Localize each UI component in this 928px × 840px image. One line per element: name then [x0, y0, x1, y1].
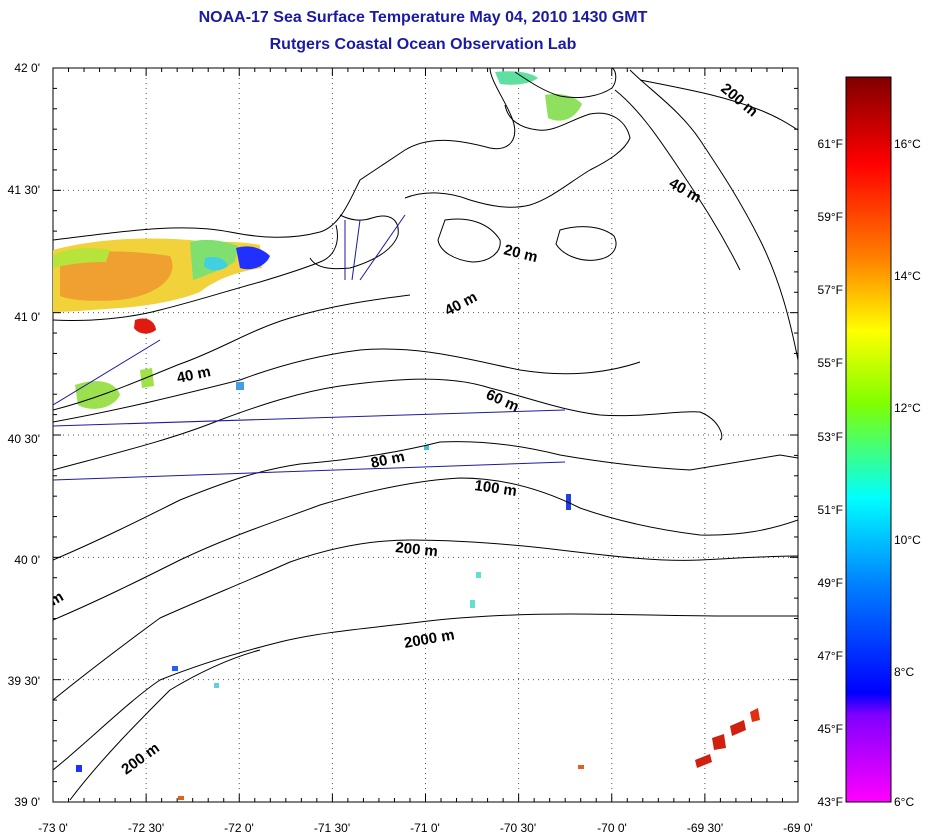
- lon-label-71: -71 0': [410, 821, 440, 835]
- sst-patch-green: [53, 247, 110, 268]
- lat-label-39: 39 0': [14, 795, 40, 809]
- contour-100m: [53, 477, 798, 621]
- axis-ticks: [52, 67, 799, 803]
- lon-label-72-30: -72 30': [128, 821, 164, 835]
- sst-patch-cape-cod-bay: [495, 71, 538, 85]
- sst-patch-blue: [236, 246, 270, 270]
- colorbar-gradient: [845, 76, 892, 803]
- sst-patch-cape-cod-bay-2: [545, 94, 582, 121]
- sst-pixel-blue-sw: [76, 765, 82, 772]
- transect-line-south: [53, 461, 566, 481]
- sst-pixel-red-3: [750, 708, 760, 722]
- contour-200m-sw: [69, 649, 261, 801]
- colorbar-celsius-scale: 16°C 14°C 12°C 10°C 8°C 6°C: [894, 137, 921, 809]
- coast-shelf-fringe: [53, 294, 411, 411]
- bathymetry-contours: [53, 69, 798, 801]
- sst-patch-shelf-green: [75, 381, 120, 409]
- sst-pixel-orange: [578, 765, 584, 769]
- cb-f-51: 51°F: [818, 503, 843, 517]
- sst-pixels: [53, 71, 760, 800]
- lat-label-40: 40 0': [14, 553, 40, 567]
- contour-gom-200m: [629, 69, 798, 361]
- contour-80m: [53, 441, 798, 561]
- map-subtitle: Rutgers Coastal Ocean Observation Lab: [269, 36, 577, 53]
- sst-pixel-orange-2: [178, 796, 184, 800]
- cb-f-61: 61°F: [818, 137, 843, 151]
- lat-label-40-30: 40 30': [8, 432, 40, 446]
- sst-pixel-cyan-5: [424, 445, 429, 450]
- contour-label-80m: 80 m: [369, 448, 406, 472]
- sst-patch-shelf-green-2: [140, 368, 154, 388]
- lon-label-70-30: -70 30': [500, 821, 536, 835]
- coast-narragansett: [309, 214, 399, 270]
- cb-c-10: 10°C: [894, 533, 921, 547]
- coast-nantucket: [555, 226, 617, 261]
- contour-label-100m: 100 m: [473, 477, 517, 500]
- coast-long-island: [53, 224, 338, 322]
- sst-pixel-cyan: [236, 382, 244, 390]
- coast-cape-cod: [514, 68, 617, 99]
- contour-40m: [53, 348, 641, 423]
- contour-60m: [53, 378, 723, 471]
- lon-label-69-30: -69 30': [687, 821, 723, 835]
- lat-label-39-30: 39 30': [8, 674, 40, 688]
- cb-f-57: 57°F: [818, 283, 843, 297]
- sst-pixel-cyan-3: [470, 600, 475, 608]
- transect-stub-3: [359, 214, 406, 281]
- sst-pixel-red-1: [712, 734, 726, 750]
- sst-patch-red: [134, 318, 156, 334]
- sst-patch-warm-core: [60, 251, 173, 301]
- transect-stub-4: [53, 339, 161, 406]
- sst-pixel-cyan-2: [476, 572, 481, 578]
- contour-label-40m-shelf: 40 m: [175, 363, 212, 387]
- cb-f-49: 49°F: [818, 576, 843, 590]
- cb-f-47: 47°F: [818, 649, 843, 663]
- contour-label-200m: 200 m: [395, 539, 439, 560]
- cb-f-53: 53°F: [818, 430, 843, 444]
- lon-label-70: -70 0': [597, 821, 627, 835]
- cb-c-6: 6°C: [894, 795, 914, 809]
- lat-label-41-30: 41 30': [8, 183, 40, 197]
- sst-pixel-blue-2: [172, 666, 178, 671]
- transect-stub-2: [351, 219, 361, 281]
- coast-buzzards-bay: [404, 104, 631, 208]
- temperature-colorbar: 61°F 59°F 57°F 55°F 53°F 51°F 49°F 47°F …: [818, 76, 921, 809]
- contour-2000m: [53, 613, 798, 771]
- colorbar-fahrenheit-scale: 61°F 59°F 57°F 55°F 53°F 51°F 49°F 47°F …: [818, 137, 843, 809]
- sst-pixel-red-2: [730, 720, 746, 736]
- lat-label-41: 41 0': [14, 310, 40, 324]
- contour-gom-40m: [614, 89, 741, 271]
- sst-pixel-red-4: [695, 754, 712, 768]
- lon-label-69: -69 0': [783, 821, 813, 835]
- lon-label-72: -72 0': [224, 821, 254, 835]
- glider-transects: [53, 214, 566, 481]
- cb-c-14: 14°C: [894, 269, 921, 283]
- lon-label-73: -73 0': [38, 821, 68, 835]
- longitude-axis: -73 0' -72 30' -72 0' -71 30' -71 0' -70…: [38, 821, 813, 835]
- cb-c-16: 16°C: [894, 137, 921, 151]
- latitude-axis: 42 0' 41 30' 41 0' 40 30' 40 0' 39 30' 3…: [8, 61, 40, 809]
- map-title: NOAA-17 Sea Surface Temperature May 04, …: [198, 9, 648, 26]
- lat-label-42: 42 0': [14, 61, 40, 75]
- coast-new-england: [53, 68, 516, 241]
- cb-c-12: 12°C: [894, 401, 921, 415]
- coast-marthas-vineyard: [437, 218, 501, 263]
- contour-200m: [53, 539, 798, 701]
- cb-f-45: 45°F: [818, 722, 843, 736]
- contour-gom-north: [639, 79, 798, 131]
- sst-pixel-cyan-4: [214, 683, 219, 688]
- cb-c-8: 8°C: [894, 665, 914, 679]
- cb-f-55: 55°F: [818, 356, 843, 370]
- graticule-grid: [53, 68, 798, 802]
- sst-patch-cyan: [204, 256, 228, 271]
- lon-label-71-30: -71 30': [314, 821, 350, 835]
- coastline: [53, 68, 631, 411]
- transect-line-north: [53, 409, 566, 427]
- cb-f-59: 59°F: [818, 210, 843, 224]
- cb-f-43: 43°F: [818, 795, 843, 809]
